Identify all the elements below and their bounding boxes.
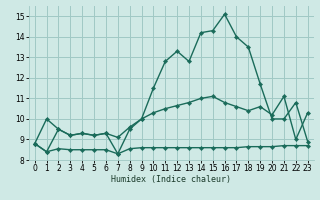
X-axis label: Humidex (Indice chaleur): Humidex (Indice chaleur)	[111, 175, 231, 184]
